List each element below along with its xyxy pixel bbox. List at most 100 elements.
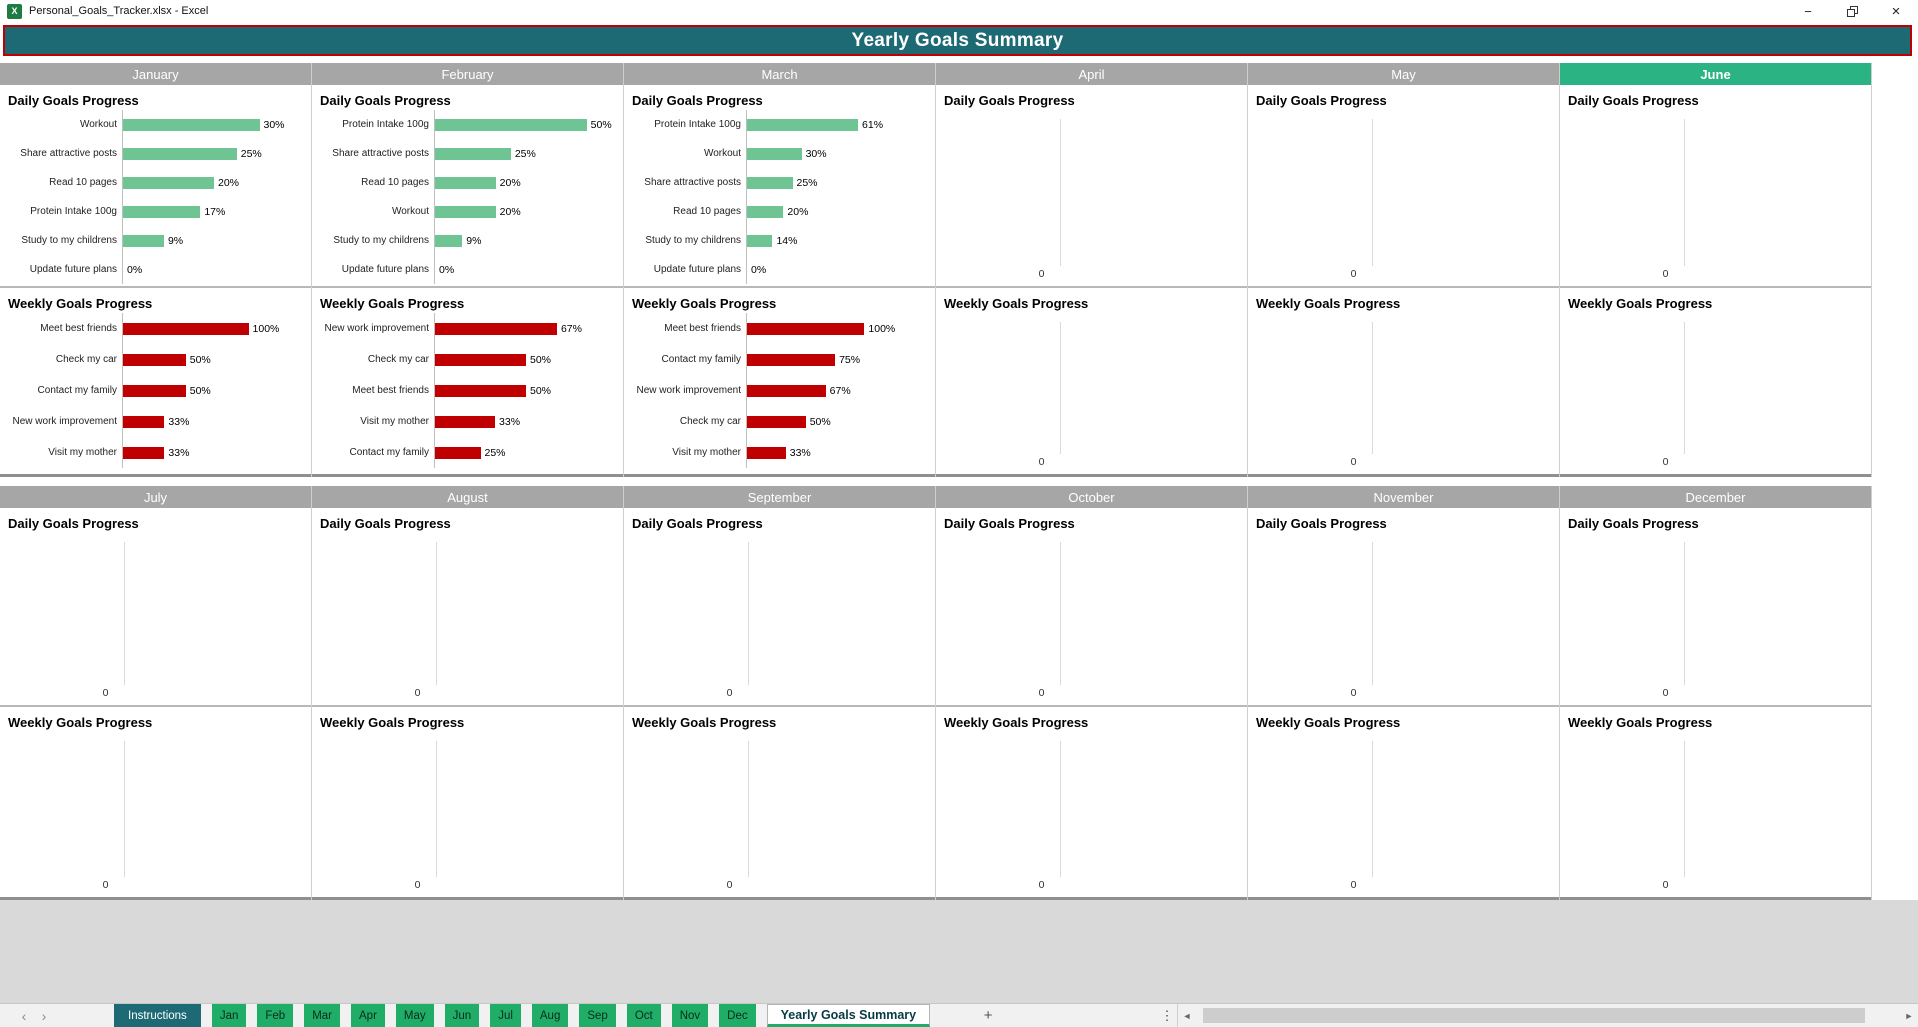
weekly-goals-chart[interactable]: Weekly Goals Progress 0 (312, 707, 623, 900)
weekly-goals-chart[interactable]: Weekly Goals Progress 0 (1248, 707, 1559, 900)
category-label: Visit my mother (48, 447, 117, 458)
tab-scroll-left-icon[interactable]: ‹ (21, 1007, 27, 1024)
chart-title: Daily Goals Progress (1568, 516, 1699, 531)
bar-track: 20% (434, 197, 623, 226)
more-options-icon[interactable]: ⋮ (1160, 1007, 1174, 1023)
weekly-goals-chart[interactable]: Weekly Goals Progress 0 (624, 707, 935, 900)
sheet-tab-jun[interactable]: Jun (444, 1004, 480, 1027)
category-label: Read 10 pages (49, 177, 117, 188)
month-header: November (1248, 486, 1559, 508)
bar-track: 25% (746, 168, 935, 197)
weekly-goals-chart[interactable]: Weekly Goals Progress New work improvemen… (312, 288, 623, 477)
zero-axis-label: 0 (1350, 687, 1357, 699)
weekly-goals-chart[interactable]: Weekly Goals Progress Meet best friends 10… (624, 288, 935, 477)
zero-axis-label: 0 (414, 879, 421, 891)
empty-plot: 0 (936, 115, 1247, 286)
sheet-tab-nov[interactable]: Nov (671, 1004, 709, 1027)
weekly-goals-chart[interactable]: Weekly Goals Progress 0 (1560, 288, 1871, 477)
value-label: 75% (839, 353, 861, 366)
daily-goals-chart[interactable]: Daily Goals Progress Protein Intake 100g 6… (624, 85, 935, 288)
daily-goals-chart[interactable]: Daily Goals Progress 0 (1248, 85, 1559, 288)
daily-goals-chart[interactable]: Daily Goals Progress 0 (1560, 85, 1871, 288)
bar (747, 322, 865, 335)
month-column-january: January Daily Goals Progress Workout 30% Sha… (0, 63, 312, 477)
close-button[interactable]: × (1891, 2, 1901, 20)
category-axis-line (1684, 741, 1686, 877)
sheet-tab-sep[interactable]: Sep (579, 1004, 616, 1027)
bar (747, 234, 773, 247)
value-label: 50% (189, 384, 211, 397)
zero-axis-label: 0 (1662, 456, 1669, 468)
sheet-tab-aug[interactable]: Aug (531, 1004, 569, 1027)
bar (747, 353, 836, 366)
sheet-tab-instructions[interactable]: Instructions (114, 1004, 201, 1027)
sheet-tab-yearly-goals-summary[interactable]: Yearly Goals Summary (766, 1004, 931, 1027)
value-label: 100% (868, 322, 896, 335)
daily-goals-chart[interactable]: Daily Goals Progress 0 (936, 508, 1247, 707)
chart-title: Weekly Goals Progress (944, 296, 1089, 311)
value-label: 9% (167, 234, 184, 247)
weekly-goals-chart[interactable]: Weekly Goals Progress 0 (936, 288, 1247, 477)
sheet-tab-apr[interactable]: Apr (351, 1004, 385, 1027)
sheet-tab-jul[interactable]: Jul (490, 1004, 521, 1027)
minimize-button[interactable]: − (1804, 3, 1812, 19)
bar-track: 100% (746, 313, 935, 344)
value-label: 25% (796, 176, 818, 189)
zero-axis-label: 0 (1038, 268, 1045, 280)
scroll-right-icon[interactable]: ► (1904, 1010, 1914, 1021)
daily-goals-chart[interactable]: Daily Goals Progress 0 (312, 508, 623, 707)
weekly-goals-chart[interactable]: Weekly Goals Progress 0 (0, 707, 311, 900)
category-axis-line (436, 741, 438, 877)
zero-axis-label: 0 (726, 687, 733, 699)
sheet-tab-dec[interactable]: Dec (719, 1004, 756, 1027)
category-label: Workout (703, 148, 741, 159)
daily-goals-chart[interactable]: Daily Goals Progress 0 (624, 508, 935, 707)
daily-goals-chart[interactable]: Daily Goals Progress 0 (1248, 508, 1559, 707)
sheet-title-banner: Yearly Goals Summary (3, 25, 1912, 56)
category-label: Contact my family (661, 354, 741, 365)
category-axis-line (1684, 322, 1686, 454)
zero-axis-label: 0 (1662, 268, 1669, 280)
daily-goals-chart[interactable]: Daily Goals Progress 0 (0, 508, 311, 707)
bar-track: 61% (746, 110, 935, 139)
weekly-goals-chart[interactable]: Weekly Goals Progress 0 (1560, 707, 1871, 900)
bar-track: 100% (122, 313, 311, 344)
bar (435, 205, 496, 218)
category-label: Workout (391, 206, 429, 217)
month-column-may: May Daily Goals Progress 0 Weekly Goals Pro… (1248, 63, 1560, 477)
bar-track: 50% (434, 375, 623, 406)
daily-goals-chart[interactable]: Daily Goals Progress 0 (1560, 508, 1871, 707)
add-sheet-button[interactable]: + (983, 1007, 993, 1024)
maximize-button[interactable] (1830, 0, 1874, 22)
category-axis-line (748, 542, 750, 685)
weekly-goals-chart[interactable]: Weekly Goals Progress Meet best friends 10… (0, 288, 311, 477)
restore-icon (1846, 5, 1858, 17)
value-label: 50% (530, 384, 552, 397)
daily-goals-chart[interactable]: Daily Goals Progress 0 (936, 85, 1247, 288)
bar (435, 353, 526, 366)
bar (123, 205, 201, 218)
weekly-goals-chart[interactable]: Weekly Goals Progress 0 (1248, 288, 1559, 477)
sheet-tab-mar[interactable]: Mar (304, 1004, 340, 1027)
month-header: April (936, 63, 1247, 85)
month-column-october: October Daily Goals Progress 0 Weekly Goals… (936, 486, 1248, 900)
bar-row: Share attractive posts 25% (624, 168, 935, 197)
daily-goals-chart[interactable]: Daily Goals Progress Workout 30% Share attr… (0, 85, 311, 288)
horizontal-scrollbar[interactable]: ◄ ► (1177, 1004, 1918, 1027)
sheet-tab-feb[interactable]: Feb (257, 1004, 294, 1027)
bar (123, 322, 249, 335)
category-label: Protein Intake 100g (30, 206, 117, 217)
sheet-tab-may[interactable]: May (395, 1004, 434, 1027)
bar-plot: Workout 30% Share attractive posts 25% Read … (0, 110, 311, 284)
scrollbar-thumb[interactable] (1203, 1008, 1865, 1023)
daily-goals-chart[interactable]: Daily Goals Progress Protein Intake 100g 5… (312, 85, 623, 288)
scrollbar-track[interactable] (1196, 1004, 1900, 1027)
page-title: Yearly Goals Summary (851, 29, 1064, 51)
sheet-tab-oct[interactable]: Oct (626, 1004, 661, 1027)
category-label: New work improvement (636, 385, 741, 396)
category-axis-line (1372, 741, 1374, 877)
weekly-goals-chart[interactable]: Weekly Goals Progress 0 (936, 707, 1247, 900)
scroll-left-icon[interactable]: ◄ (1182, 1010, 1192, 1021)
tab-scroll-right-icon[interactable]: › (41, 1007, 47, 1024)
sheet-tab-jan[interactable]: Jan (211, 1004, 247, 1027)
